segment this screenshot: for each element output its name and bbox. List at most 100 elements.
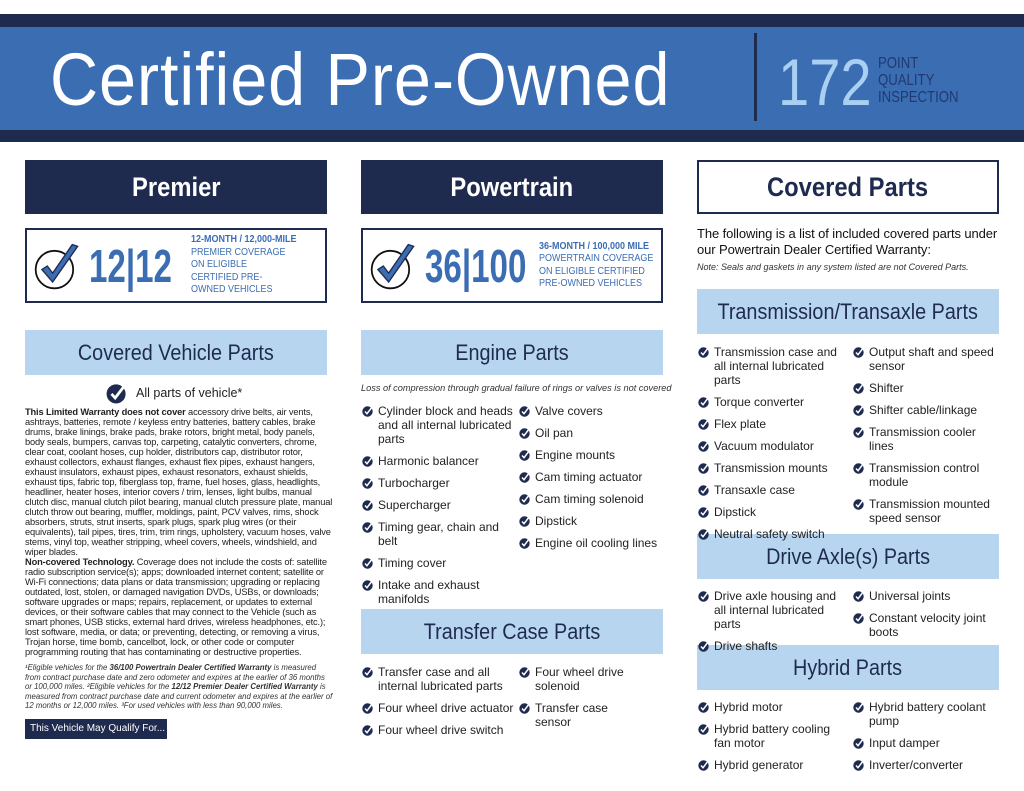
check-icon <box>519 494 531 505</box>
inspection-label: POINT QUALITY INSPECTION <box>878 55 959 106</box>
check-icon <box>362 478 374 489</box>
list-item-label: Engine mounts <box>535 448 616 462</box>
transfer-case-heading: Transfer Case Parts <box>361 609 663 654</box>
list-item-label: Four wheel drive solenoid <box>535 665 624 693</box>
list-item-label: Hybrid motor <box>714 700 783 714</box>
list-item-label: Transmission control module <box>869 461 980 489</box>
list-item-label: Cylinder block and heads and all interna… <box>378 404 513 446</box>
list-item-label: Four wheel drive switch <box>378 723 504 737</box>
drive-axle-heading: Drive Axle(s) Parts <box>697 534 999 579</box>
big-check-icon <box>370 243 415 289</box>
engine-parts-heading: Engine Parts <box>361 330 663 375</box>
list-item-label: Output shaft and speed sensor <box>869 345 994 373</box>
list-item-label: Transmission mounts <box>714 461 828 475</box>
list-item: Neutral safety switch <box>698 527 848 541</box>
list-item: Intake and exhaust manifolds <box>362 578 516 606</box>
list-item: Engine mounts <box>519 448 663 462</box>
list-item: Transmission mounted speed sensor <box>853 497 1003 525</box>
check-icon <box>853 760 865 771</box>
check-icon <box>362 500 374 511</box>
inspection-points-number: 172 <box>778 45 872 119</box>
list-item-label: Universal joints <box>869 589 951 603</box>
engine-left-list: Cylinder block and heads and all interna… <box>362 404 516 606</box>
premier-badge: 12|12 12-MONTH / 12,000-MILE PREMIER COVE… <box>25 228 327 303</box>
list-item: Transmission mounts <box>698 461 848 475</box>
list-item: Drive shafts <box>698 639 848 653</box>
list-item: Output shaft and speed sensor <box>853 345 1003 373</box>
list-item: Harmonic balancer <box>362 454 516 468</box>
premier-term: 12|12 <box>89 239 172 292</box>
list-item-label: Inverter/converter <box>869 758 964 772</box>
list-item-label: Transfer case sensor <box>535 701 608 729</box>
check-icon <box>853 702 865 713</box>
check-icon <box>853 347 865 358</box>
list-item: Timing cover <box>362 556 516 570</box>
list-item-label: Timing cover <box>378 556 447 570</box>
check-icon <box>698 529 710 540</box>
list-item-label: Cam timing solenoid <box>535 492 644 506</box>
list-item-label: Input damper <box>869 736 940 750</box>
list-item: Transaxle case <box>698 483 848 497</box>
powertrain-heading: Powertrain <box>361 160 663 214</box>
check-icon <box>519 538 531 549</box>
list-item-label: Engine oil cooling lines <box>535 536 658 550</box>
list-item-label: Turbocharger <box>378 476 450 490</box>
qualify-button[interactable]: This Vehicle May Qualify For... <box>25 718 167 739</box>
check-icon <box>853 499 865 510</box>
list-item: Transmission case and all internal lubri… <box>698 345 848 387</box>
list-item: Transmission control module <box>853 461 1003 489</box>
list-item-label: Flex plate <box>714 417 767 431</box>
list-item: Transfer case sensor <box>519 701 639 729</box>
exclusions-text: This Limited Warranty does not cover acc… <box>25 407 333 657</box>
list-item-label: Transmission mounted speed sensor <box>869 497 990 525</box>
hybrid-right-list: Hybrid battery coolant pump Input damper I… <box>853 700 993 772</box>
list-item-label: Neutral safety switch <box>714 527 825 541</box>
list-item-label: Four wheel drive actuator <box>378 701 514 715</box>
list-item-label: Dipstick <box>714 505 757 519</box>
check-icon <box>698 507 710 518</box>
check-icon <box>519 428 531 439</box>
check-icon <box>853 738 865 749</box>
list-item: Dipstick <box>698 505 848 519</box>
premier-term-box: 12|12 <box>89 239 185 293</box>
list-item-label: Harmonic balancer <box>378 454 479 468</box>
axle-left-list: Drive axle housing and all internal lubr… <box>698 589 848 653</box>
list-item-label: Cam timing actuator <box>535 470 643 484</box>
check-icon <box>519 472 531 483</box>
list-item-label: Drive axle housing and all internal lubr… <box>714 589 837 631</box>
powertrain-badge-text: 36-MONTH / 100,000 MILE POWERTRAIN COVERA… <box>539 240 654 290</box>
header-divider <box>754 33 757 121</box>
list-item-label: Transmission cooler lines <box>869 425 976 453</box>
check-icon <box>362 406 374 417</box>
list-item-label: Shifter cable/linkage <box>869 403 978 417</box>
list-item: Shifter cable/linkage <box>853 403 1003 417</box>
list-item: Hybrid generator <box>698 758 838 772</box>
list-item: Four wheel drive actuator <box>362 701 516 715</box>
check-icon <box>853 405 865 416</box>
list-item-label: Drive shafts <box>714 639 778 653</box>
list-item: Valve covers <box>519 404 663 418</box>
check-icon <box>362 667 374 678</box>
list-item-label: Constant velocity joint boots <box>869 611 986 639</box>
list-item: Input damper <box>853 736 993 750</box>
list-item: Shifter <box>853 381 1003 395</box>
check-icon <box>106 383 127 404</box>
check-icon <box>698 591 710 602</box>
list-item-label: Timing gear, chain and belt <box>378 520 499 548</box>
check-icon <box>362 703 374 714</box>
covered-intro: The following is a list of included cove… <box>697 226 998 257</box>
list-item-label: Vacuum modulator <box>714 439 814 453</box>
list-item: Transfer case and all internal lubricate… <box>362 665 516 693</box>
check-icon <box>853 427 865 438</box>
list-item-label: Transaxle case <box>714 483 795 497</box>
list-item-label: Hybrid battery coolant pump <box>869 700 986 728</box>
axle-right-list: Universal joints Constant velocity joint … <box>853 589 998 639</box>
list-item: Engine oil cooling lines <box>519 536 663 550</box>
powertrain-term: 36|100 <box>425 239 527 292</box>
list-item: Constant velocity joint boots <box>853 611 998 639</box>
engine-note: Loss of compression through gradual fail… <box>361 383 672 393</box>
all-parts-line: All parts of vehicle* <box>106 382 242 404</box>
list-item: Four wheel drive solenoid <box>519 665 639 693</box>
check-icon <box>698 641 710 652</box>
header-top-stripe <box>0 14 1024 27</box>
